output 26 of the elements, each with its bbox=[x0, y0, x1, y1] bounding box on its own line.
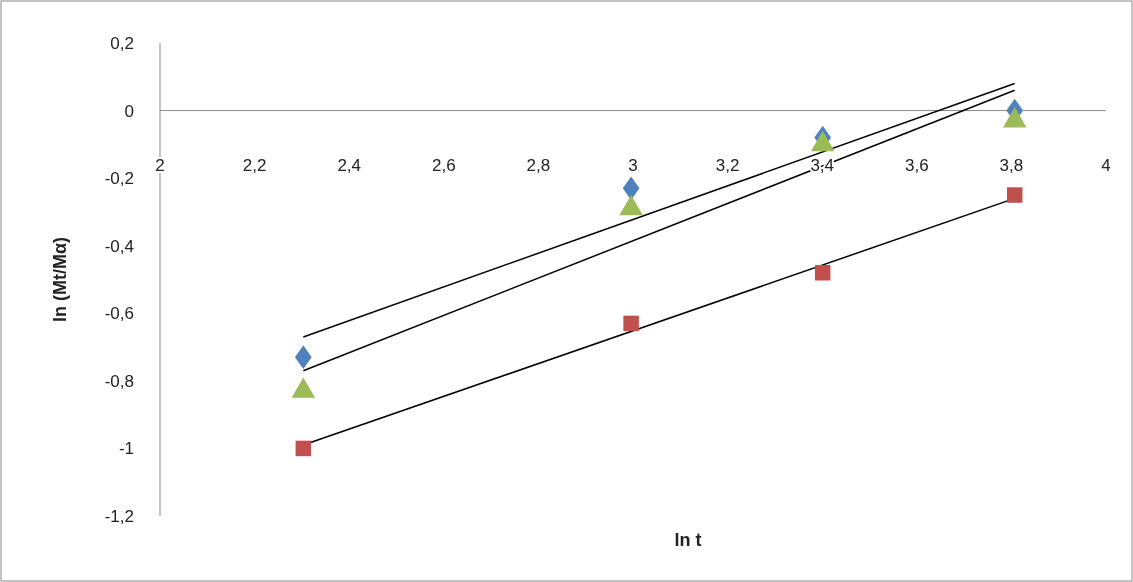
point bbox=[1006, 187, 1023, 203]
x-tick-label: 3,8 bbox=[999, 155, 1024, 175]
point bbox=[294, 345, 312, 370]
point bbox=[814, 265, 831, 281]
x-tick-label: 3 bbox=[628, 155, 638, 175]
x-tick-label: 2 bbox=[155, 155, 165, 175]
y-tick-label: -1 bbox=[118, 439, 134, 459]
x-tick-label: 4 bbox=[1101, 155, 1111, 175]
y-tick-label: -1,2 bbox=[104, 507, 134, 526]
point bbox=[295, 440, 312, 457]
y-tick-label: -0,2 bbox=[104, 169, 134, 189]
y-tick-label: -0,8 bbox=[104, 371, 134, 391]
x-tick-label: 3,2 bbox=[715, 155, 740, 175]
y-tick-label: -0,6 bbox=[104, 304, 134, 324]
x-tick-label: 3,6 bbox=[904, 155, 929, 175]
x-tick-label: 2,2 bbox=[242, 155, 267, 175]
x-tick-label: 2,6 bbox=[431, 155, 456, 175]
point bbox=[623, 315, 639, 332]
y-tick-label: 0,2 bbox=[110, 34, 134, 53]
y-tick-label: 0 bbox=[124, 101, 134, 121]
y-axis-title: ln (Mt/Mα) bbox=[50, 236, 70, 323]
x-tick-label: 2,4 bbox=[337, 155, 362, 175]
point bbox=[622, 176, 640, 201]
x-axis-title: ln t bbox=[674, 530, 702, 550]
x-tick-label: 2,8 bbox=[526, 155, 551, 175]
y-tick-label: -0,4 bbox=[104, 236, 134, 256]
